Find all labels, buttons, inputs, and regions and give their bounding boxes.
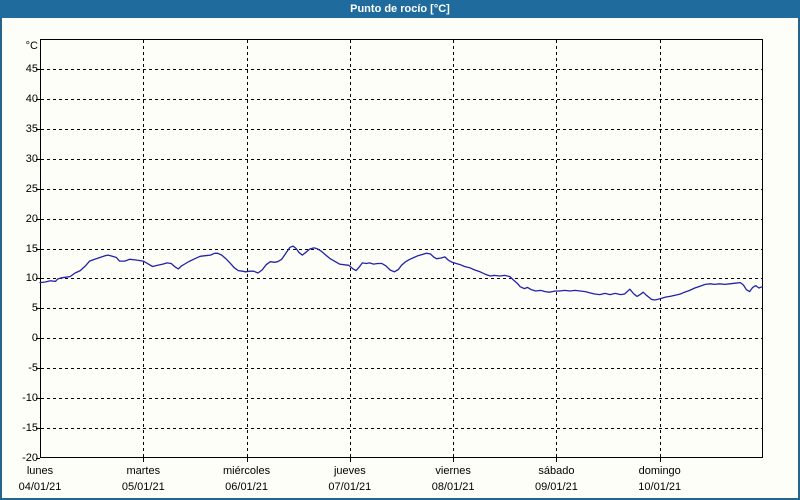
x-date-label: 04/01/21 [18, 481, 62, 493]
x-date-label: 06/01/21 [225, 481, 268, 493]
x-date-label: 08/01/21 [431, 481, 475, 493]
y-tick-label: 5 [31, 302, 38, 315]
x-date-label: 07/01/21 [328, 481, 372, 493]
y-tick-label: 25 [25, 182, 38, 195]
x-day-label: domingo [638, 465, 681, 477]
x-day-label: sábado [538, 465, 575, 477]
x-day-label: viernes [435, 465, 471, 477]
y-tick-label: -5 [28, 362, 38, 375]
y-tick-label: 15 [25, 242, 38, 255]
x-date-label: 10/01/21 [638, 481, 682, 493]
x-day-label: lunes [26, 465, 54, 477]
x-day-label: miércoles [223, 465, 271, 477]
chart-title-bar: Punto de rocío [°C] [0, 0, 800, 18]
y-tick-label: 30 [25, 152, 38, 165]
y-tick-label: 40 [25, 92, 38, 105]
x-date-label: 05/01/21 [121, 481, 165, 493]
x-day-label: jueves [333, 465, 366, 477]
y-tick-label: 10 [25, 272, 38, 285]
y-tick-label: -20 [22, 452, 38, 464]
y-tick-label: 20 [25, 212, 38, 225]
y-tick-label: 0 [31, 332, 38, 345]
y-tick-label: -10 [22, 392, 38, 405]
y-tick-label: 45 [25, 62, 38, 75]
y-tick-label: -15 [22, 422, 38, 435]
y-tick-label: 35 [25, 122, 38, 135]
x-date-label: 09/01/21 [535, 481, 578, 493]
y-axis-unit-label: °C [25, 40, 38, 52]
chart-title: Punto de rocío [°C] [350, 3, 450, 15]
x-day-label: martes [126, 465, 161, 477]
